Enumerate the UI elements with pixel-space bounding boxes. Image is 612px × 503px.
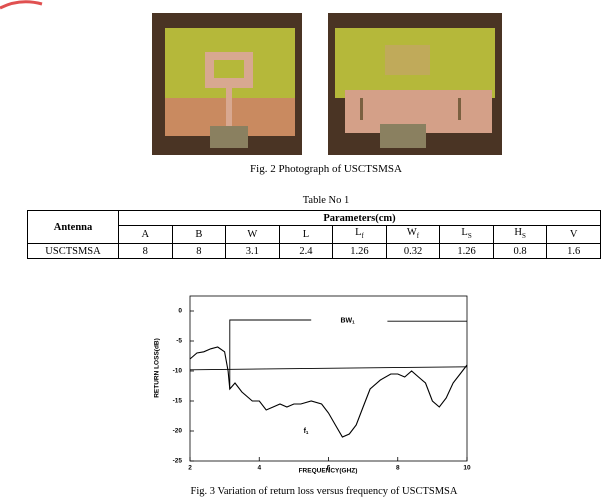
line-series	[189, 366, 468, 371]
column-header: Lf	[332, 224, 387, 245]
column-symbol: L	[461, 227, 468, 238]
column-symbol: H	[514, 227, 522, 238]
line-series	[229, 319, 467, 389]
x-tick-label: 10	[463, 465, 471, 472]
column-subscript: S	[467, 232, 472, 241]
column-symbol: W	[247, 229, 258, 241]
column-header: LS	[439, 224, 494, 245]
column-symbol: B	[195, 229, 203, 241]
cell: USCTSMSA	[27, 243, 119, 260]
cell: 1.26	[332, 243, 387, 260]
column-header: B	[171, 224, 227, 245]
x-tick-label: 6	[327, 465, 331, 472]
x-tick-label: 4	[257, 465, 261, 472]
data-row: USCTSMSA 8 8 3.1 2.4 1.26 0.32 1.26 0.8 1.6	[27, 243, 601, 260]
table-title: Table No 1	[302, 195, 350, 206]
column-header: W	[225, 224, 280, 245]
y-tick-label: -20	[173, 428, 183, 435]
cell: 0.8	[492, 243, 548, 260]
annotation: f1	[304, 428, 309, 435]
cell: 1.26	[439, 243, 494, 260]
column-header: Wf	[385, 224, 441, 245]
photo-back	[328, 13, 502, 155]
y-axis-label: RETURN LOSS(dB)	[154, 338, 161, 398]
figure-caption: Fig. 3 Variation of return loss versus f…	[190, 486, 458, 497]
x-axis-label: FREQUENCY(GHZ)	[299, 468, 358, 475]
line-series	[189, 346, 468, 438]
y-tick-label: -10	[173, 368, 183, 375]
column-symbol: W	[406, 227, 417, 238]
annotation-text: f	[304, 428, 307, 435]
header-cell: Parameters(cm)	[118, 210, 601, 226]
cell: 2.4	[278, 243, 334, 260]
cell: 8	[118, 243, 173, 260]
y-tick-label: 0	[178, 308, 182, 315]
figure-caption: Fig. 2 Photograph of USCTSMSA	[250, 163, 402, 175]
y-tick-label: -15	[173, 398, 183, 405]
annotation-text: BW	[340, 317, 352, 324]
annotation-subscript: 1	[306, 430, 309, 435]
column-subscript: f	[416, 232, 420, 241]
column-symbol: V	[569, 229, 578, 241]
column-subscript: f	[361, 232, 364, 241]
cell: 8	[171, 243, 227, 260]
column-symbol: L	[355, 227, 362, 238]
photo-front	[152, 13, 302, 155]
x-tick-label: 8	[396, 465, 400, 472]
annotation: BW1	[340, 317, 355, 324]
column-subscript: S	[521, 232, 526, 241]
annotation-subscript: 1	[352, 320, 355, 325]
column-symbol: L	[302, 229, 310, 241]
header-row: Antenna Parameters(cm)	[27, 209, 601, 245]
column-header: L	[278, 224, 334, 245]
cell: 1.6	[546, 243, 601, 260]
cell: 0.32	[385, 243, 441, 260]
column-symbol: A	[141, 229, 150, 241]
column-header: V	[546, 224, 601, 245]
subheader-row: A B W L Lf Wf LS HS V	[28, 224, 601, 245]
y-tick-label: -5	[176, 338, 182, 345]
y-tick-label: -25	[173, 458, 183, 465]
logo-fragment	[0, 0, 43, 10]
column-header: A	[118, 224, 173, 245]
column-header: HS	[492, 224, 548, 245]
header-cell: Antenna	[27, 209, 119, 245]
x-tick-label: 2	[188, 465, 192, 472]
cell: 3.1	[225, 243, 280, 260]
parameter-table: Antenna Parameters(cm) A B W L Lf Wf LS HS V USCTSM…	[27, 209, 601, 260]
